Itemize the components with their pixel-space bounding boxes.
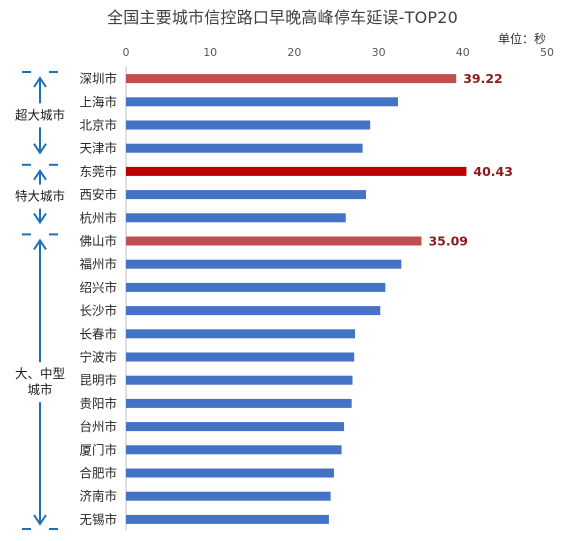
- bar: [126, 74, 457, 84]
- bar: [126, 166, 467, 176]
- arrow-down-icon: [33, 212, 47, 225]
- bar: [126, 352, 355, 362]
- category-label: 福州市: [79, 257, 117, 272]
- category-label: 佛山市: [79, 234, 117, 249]
- x-tick-label: 40: [456, 46, 470, 59]
- bar: [126, 259, 402, 269]
- bar: [126, 190, 366, 200]
- bar: [126, 422, 345, 432]
- category-label: 东莞市: [79, 164, 117, 179]
- bar: [126, 213, 346, 223]
- bar: [126, 282, 386, 292]
- bar: [126, 468, 334, 478]
- category-label: 合肥市: [79, 466, 117, 481]
- data-label: 40.43: [473, 164, 513, 179]
- bar: [126, 236, 422, 246]
- bar: [126, 445, 342, 455]
- bar: [126, 375, 353, 385]
- bar: [126, 514, 329, 524]
- bar: [126, 143, 363, 153]
- bar: [126, 491, 331, 501]
- arrow-up-icon: [33, 168, 47, 181]
- arrow-up-icon: [33, 238, 47, 250]
- category-label: 济南市: [79, 489, 117, 504]
- group-label: 超大城市: [15, 107, 65, 122]
- chart-title: 全国主要城市信控路口早晚高峰停车延误-TOP20: [107, 8, 458, 27]
- x-tick-label: 50: [540, 46, 554, 59]
- x-tick-label: 20: [287, 46, 301, 59]
- data-label: 39.22: [463, 71, 503, 86]
- arrow-up-icon: [33, 76, 47, 88]
- category-label: 西安市: [79, 187, 117, 202]
- x-tick-label: 30: [372, 46, 386, 59]
- group-label: 特大城市: [15, 189, 65, 204]
- category-label: 深圳市: [79, 71, 117, 86]
- category-label: 上海市: [79, 94, 117, 109]
- bar: [126, 120, 371, 130]
- category-label: 昆明市: [79, 373, 117, 388]
- category-label: 宁波市: [79, 350, 117, 365]
- bar: [126, 329, 356, 339]
- category-label: 绍兴市: [79, 280, 117, 295]
- group-label: 大、中型: [15, 366, 65, 381]
- category-label: 贵阳市: [79, 396, 117, 411]
- bar: [126, 398, 352, 408]
- bar: [126, 306, 381, 316]
- group-label: 城市: [27, 382, 52, 397]
- category-label: 长春市: [79, 326, 117, 341]
- arrow-down-icon: [33, 143, 47, 155]
- category-label: 北京市: [79, 118, 117, 133]
- x-tick-label: 10: [203, 46, 217, 59]
- category-label: 厦门市: [79, 442, 117, 457]
- category-label: 杭州市: [79, 210, 117, 225]
- bar: [126, 97, 398, 107]
- category-label: 长沙市: [79, 303, 117, 318]
- category-label: 天津市: [79, 141, 117, 156]
- data-label: 35.09: [428, 234, 468, 249]
- x-tick-label: 0: [123, 46, 130, 59]
- category-label: 无锡市: [79, 512, 117, 527]
- category-label: 台州市: [79, 419, 117, 434]
- unit-label: 单位：秒: [498, 32, 547, 46]
- arrow-down-icon: [33, 514, 47, 526]
